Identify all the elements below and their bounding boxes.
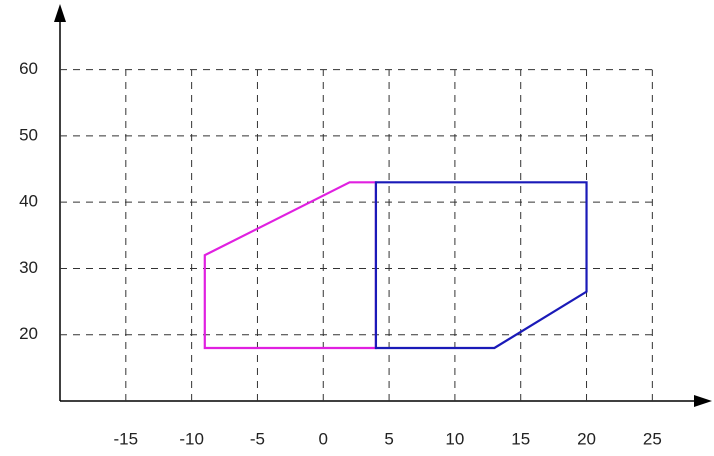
y-tick-label: 40 — [19, 192, 38, 211]
y-tick-label: 60 — [19, 59, 38, 78]
y-tick-label: 20 — [19, 324, 38, 343]
y-tick-label: 30 — [19, 258, 38, 277]
x-tick-label: -10 — [179, 429, 204, 448]
x-tick-label: 20 — [577, 429, 596, 448]
x-tick-label: 25 — [643, 429, 662, 448]
polygon-outline — [203, 181, 378, 350]
x-tick-label: 5 — [384, 429, 393, 448]
marks — [203, 181, 588, 350]
x-tick-label: 0 — [319, 429, 328, 448]
x-tick-label: 10 — [445, 429, 464, 448]
y-tick-label: 50 — [19, 125, 38, 144]
polygon-outline — [374, 181, 588, 350]
x-tick-label: -15 — [114, 429, 139, 448]
x-axis-arrow — [694, 395, 712, 407]
grid — [60, 69, 653, 401]
x-tick-label: -5 — [250, 429, 265, 448]
tick-labels: -15 -10 -5 0 5 10 15 20 25 20 30 40 50 60 — [19, 59, 662, 448]
y-axis-arrow — [54, 4, 66, 22]
x-tick-label: 15 — [511, 429, 530, 448]
